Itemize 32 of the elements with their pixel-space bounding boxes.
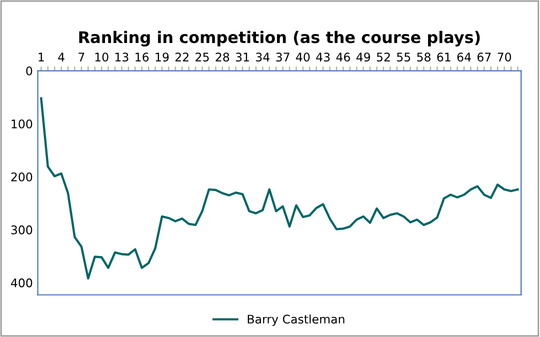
x-tick-label: 34	[256, 52, 270, 62]
x-tick-label: 49	[356, 52, 370, 62]
x-tick-label: 61	[437, 52, 450, 62]
x-tick-label: 25	[196, 52, 209, 62]
y-tick-label: 100	[12, 119, 32, 128]
x-tick-label: 4	[58, 52, 64, 62]
line-series	[40, 97, 519, 280]
x-tick-label: 37	[276, 52, 290, 62]
chart-title: Ranking in competition (as the course plays)	[79, 30, 480, 46]
y-tick-label: 400	[10, 278, 32, 288]
x-tick-label: 46	[336, 52, 350, 62]
y-tick-label: 0	[26, 66, 32, 76]
y-tick-label: 300	[11, 225, 32, 234]
x-tick-label: 7	[78, 52, 84, 62]
x-tick-label: 19	[156, 52, 169, 62]
x-tick-label: 16	[136, 52, 149, 62]
x-tick-label: 43	[316, 52, 330, 62]
x-tick-label: 31	[236, 52, 249, 62]
x-tick-label: 58	[417, 52, 430, 62]
x-tick-label: 64	[457, 52, 471, 62]
legend-label: Barry Castleman	[248, 314, 344, 326]
x-tick-label: 13	[115, 52, 128, 62]
x-tick-label: 55	[397, 52, 410, 62]
x-tick-label: 52	[376, 52, 390, 62]
x-tick-label: 1	[38, 52, 44, 62]
x-tick-label: 28	[216, 52, 230, 62]
x-tick-label: 40	[296, 52, 310, 62]
y-tick-label: 200	[11, 172, 32, 182]
x-tick-label: 22	[175, 52, 188, 62]
x-tick-label: 10	[95, 52, 108, 62]
x-tick-label: 67	[477, 52, 491, 62]
x-tick-label: 70	[498, 52, 512, 62]
